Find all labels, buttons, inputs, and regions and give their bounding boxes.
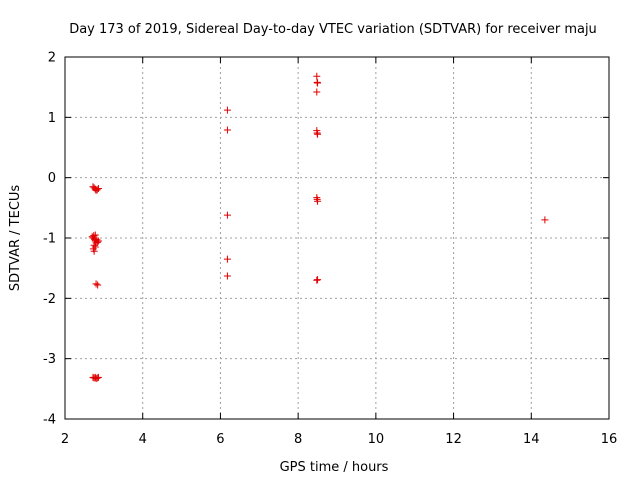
x-tick-label: 16 <box>601 432 618 447</box>
data-point <box>93 186 101 194</box>
x-tick-label: 4 <box>139 432 147 447</box>
data-point <box>223 126 231 134</box>
data-point <box>223 106 231 114</box>
data-point <box>313 88 321 96</box>
y-tick-label: -2 <box>43 292 56 307</box>
data-point <box>90 247 98 255</box>
data-point <box>314 130 322 138</box>
data-point <box>313 276 321 284</box>
x-tick-label: 2 <box>61 432 69 447</box>
data-point <box>94 281 102 289</box>
x-axis-label: GPS time / hours <box>280 460 389 475</box>
data-point <box>94 373 102 381</box>
data-point <box>314 79 322 87</box>
chart-title: Day 173 of 2019, Sidereal Day-to-day VTE… <box>69 22 597 37</box>
data-point <box>223 211 231 219</box>
data-point <box>314 276 322 284</box>
y-tick-label: 2 <box>48 51 56 66</box>
y-tick-labels: -4 -3 -2 -1 0 1 2 <box>43 51 56 428</box>
x-tick-labels: 2 4 6 8 10 12 14 16 <box>61 432 617 447</box>
x-tick-label: 12 <box>445 432 462 447</box>
y-tick-label: -4 <box>43 413 56 428</box>
x-tick-label: 8 <box>294 432 302 447</box>
grid-lines <box>65 57 609 419</box>
data-point <box>90 241 98 249</box>
data-point <box>93 374 101 382</box>
data-points <box>88 72 549 383</box>
y-tick-label: -3 <box>43 352 56 367</box>
y-tick-label: -1 <box>43 232 56 247</box>
y-tick-label: 1 <box>48 111 56 126</box>
x-tick-label: 14 <box>523 432 540 447</box>
axis-ticks <box>64 56 610 420</box>
data-point <box>92 280 100 288</box>
data-point <box>90 232 98 240</box>
data-point <box>541 216 549 224</box>
data-point <box>91 231 99 239</box>
data-point <box>223 272 231 280</box>
x-tick-label: 6 <box>216 432 224 447</box>
x-tick-label: 10 <box>368 432 385 447</box>
data-point <box>94 185 102 193</box>
data-point <box>223 255 231 263</box>
data-point <box>94 238 102 246</box>
y-tick-label: 0 <box>48 171 56 186</box>
y-axis-label: SDTVAR / TECUs <box>8 185 23 292</box>
data-point <box>313 72 321 80</box>
data-point <box>94 237 102 245</box>
data-point <box>314 197 322 205</box>
